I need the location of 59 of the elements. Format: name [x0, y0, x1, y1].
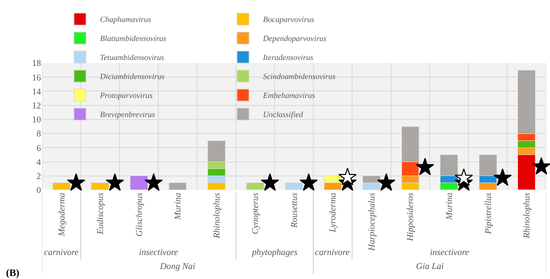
legend-label: Brevipenbrevirus: [100, 110, 155, 120]
y-tick-label: 14: [32, 86, 42, 96]
point: [144, 173, 163, 191]
y-tick-label: 4: [36, 156, 42, 167]
legend-label: Protoparvovirus: [99, 91, 153, 100]
legend-label: Chaphamavirus: [100, 15, 152, 24]
point: [66, 173, 86, 191]
point: [338, 168, 357, 186]
text: carnivore: [315, 247, 350, 257]
y-tick-label: 0: [36, 185, 42, 196]
x-tick-label: Murina: [444, 192, 454, 221]
x-tick-label: Hipposideros: [405, 192, 416, 242]
legend-label: Unclassified: [263, 110, 304, 120]
text: Gia Lai: [416, 261, 444, 271]
text: (B): [6, 268, 20, 279]
point: [532, 157, 550, 175]
x-tick-label: Pipistrellus: [482, 192, 493, 235]
x-tick-label: Harpiocephalus: [366, 192, 376, 252]
legend-label: Bocaparvovirus: [263, 15, 314, 24]
point: [377, 173, 396, 191]
x-tick-label: Murina: [172, 192, 183, 221]
text: Dong Nai: [159, 261, 196, 271]
point: [300, 173, 318, 191]
bar: [52, 182, 70, 190]
legend-label: Dependoparvovirus: [262, 34, 327, 44]
x-tick-label: Cynopterus: [250, 192, 260, 234]
y-tick-label: 12: [32, 100, 41, 110]
legend-label: Iteradensovirus: [262, 53, 314, 62]
point: [493, 168, 512, 186]
legend-label: Tetuambidensovirus: [100, 53, 164, 62]
y-tick-label: 2: [36, 171, 41, 182]
x-tick-label: Rhinolophus: [522, 192, 532, 240]
text: insectivore: [430, 247, 470, 257]
legend-label: Blattambidensovirus: [100, 34, 166, 44]
y-tick-label: 6: [36, 142, 42, 153]
point: [416, 158, 434, 176]
legend-label: Diciambidensovirus: [99, 72, 164, 82]
text: phytophages: [251, 247, 298, 257]
bar: [246, 182, 264, 190]
bar: [168, 182, 187, 190]
text: carnivore: [44, 247, 79, 257]
point: [106, 173, 124, 191]
bar: [91, 182, 110, 190]
y-tick-label: 10: [32, 114, 42, 125]
bar: [284, 182, 304, 190]
y-tick-label: 16: [32, 72, 42, 82]
x-tick-label: Lyroderma: [328, 192, 338, 234]
x-tick-label: Glischropus: [134, 192, 144, 236]
legend-label: Embehamavirus: [262, 91, 315, 100]
legend-label: Scindoambidensovirus: [263, 72, 336, 82]
x-tick-label: Megaderma: [56, 192, 66, 238]
y-tick-label: 8: [36, 128, 42, 139]
text: insectivore: [139, 247, 178, 257]
point: [260, 173, 280, 191]
y-tick-label: 18: [32, 58, 42, 68]
x-tick-label: Rousettus: [288, 192, 299, 229]
point: [454, 168, 473, 186]
x-tick-label: Eudiscopus: [95, 192, 106, 236]
x-tick-label: Rhinolophus: [211, 192, 222, 240]
